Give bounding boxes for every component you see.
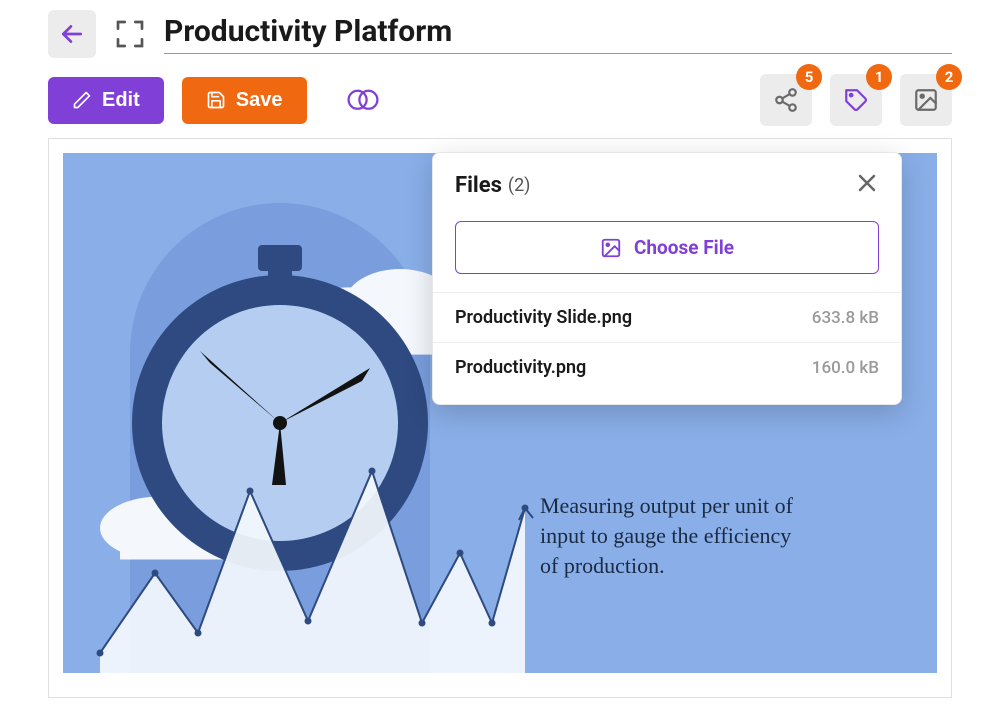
svg-text:input to gauge the efficiency: input to gauge the efficiency: [540, 523, 791, 548]
file-row[interactable]: Productivity Slide.png 633.8 kB: [433, 292, 901, 342]
tag-icon: [843, 87, 869, 113]
share-button[interactable]: 5: [760, 74, 812, 126]
file-size: 160.0 kB: [812, 358, 879, 378]
venn-icon: [345, 89, 381, 111]
popover-close-button[interactable]: [855, 171, 879, 199]
edit-label: Edit: [102, 89, 140, 112]
close-icon: [855, 171, 879, 195]
title-area: Productivity Platform: [164, 14, 952, 54]
file-list: Productivity Slide.png633.8 kBProductivi…: [433, 292, 901, 392]
popover-header: Files (2): [433, 153, 901, 209]
tag-button[interactable]: 1: [830, 74, 882, 126]
compare-button[interactable]: [345, 82, 381, 118]
image-icon: [600, 237, 622, 259]
popover-count: (2): [508, 175, 531, 196]
svg-text:of production.: of production.: [540, 553, 665, 578]
arrow-left-icon: [59, 21, 85, 47]
file-name: Productivity Slide.png: [455, 307, 632, 328]
tag-badge: 1: [866, 64, 892, 90]
file-row[interactable]: Productivity.png 160.0 kB: [433, 342, 901, 392]
expand-icon: [114, 18, 146, 50]
image-icon: [913, 87, 939, 113]
svg-text:Measuring output per unit of: Measuring output per unit of: [540, 493, 794, 518]
save-button[interactable]: Save: [182, 77, 307, 124]
save-icon: [206, 90, 226, 110]
file-name: Productivity.png: [455, 357, 586, 378]
share-icon: [773, 87, 799, 113]
page-title: Productivity Platform: [164, 14, 952, 49]
toolbar: Edit Save 5 1 2: [0, 62, 1000, 138]
edit-button[interactable]: Edit: [48, 77, 164, 124]
choose-file-button[interactable]: Choose File: [455, 221, 879, 274]
image-button[interactable]: 2: [900, 74, 952, 126]
back-button[interactable]: [48, 10, 96, 58]
share-badge: 5: [796, 64, 822, 90]
files-popover: Files (2) Choose File Productivity Slide…: [432, 152, 902, 405]
image-badge: 2: [936, 64, 962, 90]
file-size: 633.8 kB: [812, 308, 879, 328]
choose-file-label: Choose File: [634, 236, 734, 259]
expand-button[interactable]: [114, 18, 146, 50]
save-label: Save: [236, 89, 283, 112]
popover-title: Files: [455, 173, 502, 198]
pencil-icon: [72, 90, 92, 110]
header-row: Productivity Platform: [0, 0, 1000, 62]
